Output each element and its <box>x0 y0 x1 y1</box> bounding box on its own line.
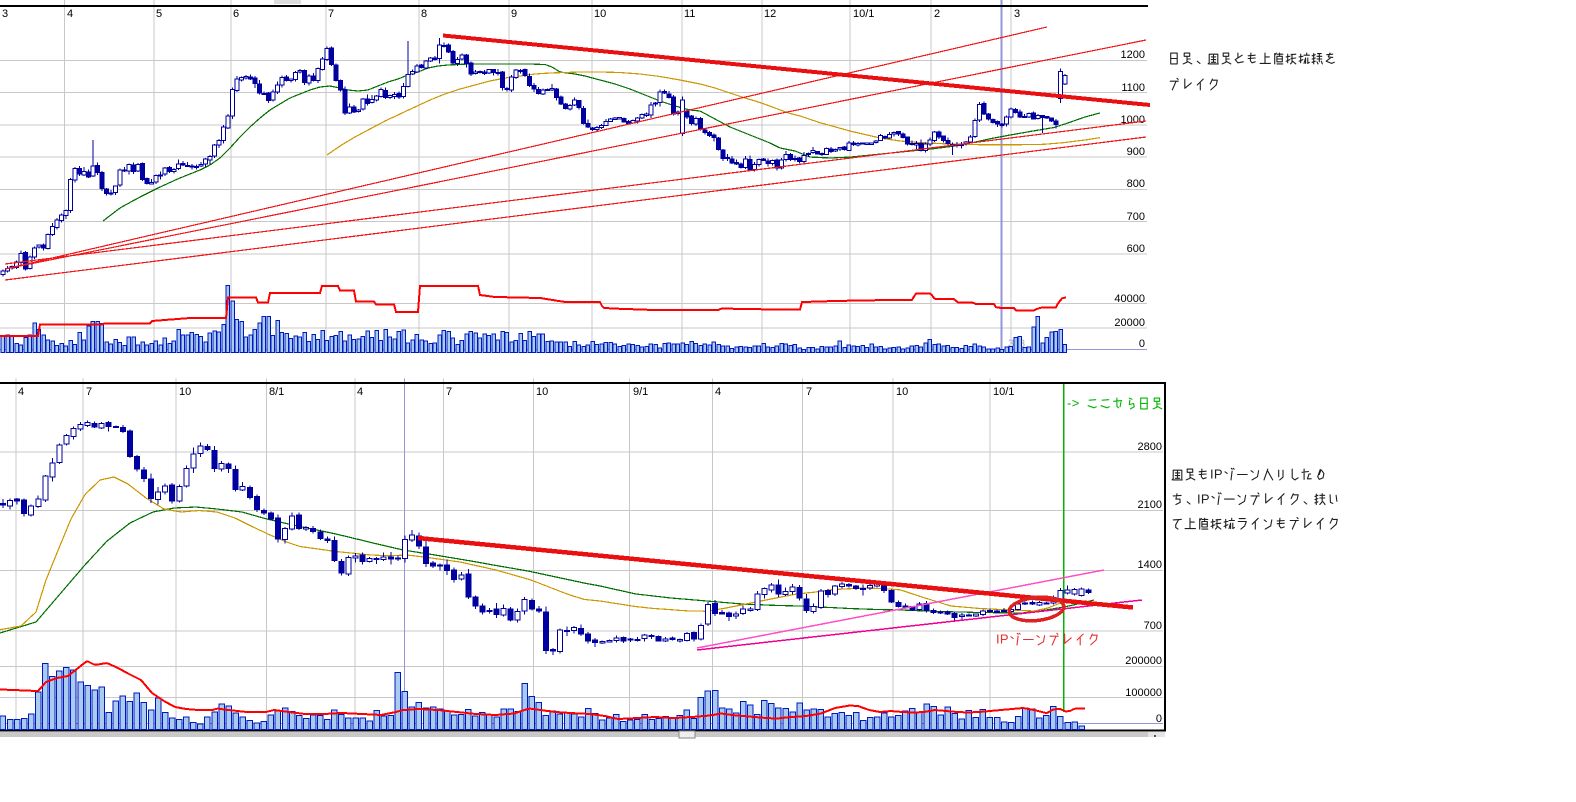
svg-text:2100: 2100 <box>1138 499 1162 511</box>
svg-text:700: 700 <box>1144 620 1162 632</box>
svg-text:40000: 40000 <box>1114 293 1145 305</box>
svg-text:4: 4 <box>715 386 721 398</box>
svg-text:4: 4 <box>67 8 73 20</box>
svg-text:10/1: 10/1 <box>853 8 874 20</box>
svg-text:10: 10 <box>536 386 548 398</box>
svg-text:P: P <box>1201 491 1210 506</box>
svg-text:10: 10 <box>179 386 191 398</box>
svg-text:20000: 20000 <box>1114 317 1145 329</box>
svg-text:I: I <box>1210 467 1214 482</box>
svg-text:7: 7 <box>328 8 334 20</box>
svg-text:8: 8 <box>421 8 427 20</box>
svg-text:100000: 100000 <box>1125 687 1162 699</box>
svg-text:600: 600 <box>1127 243 1145 255</box>
svg-text:I: I <box>1197 491 1201 506</box>
svg-text:3: 3 <box>1008 338 1014 350</box>
svg-text:4: 4 <box>18 386 24 398</box>
svg-text:1200: 1200 <box>1121 49 1145 61</box>
svg-text:1400: 1400 <box>1138 559 1162 571</box>
svg-text:-: - <box>1067 396 1071 411</box>
svg-text:3: 3 <box>1014 8 1020 20</box>
svg-text:2800: 2800 <box>1138 441 1162 453</box>
svg-text:900: 900 <box>1127 146 1145 158</box>
svg-text:7: 7 <box>806 386 812 398</box>
svg-text:9: 9 <box>511 8 517 20</box>
svg-text:0: 0 <box>1156 713 1162 725</box>
svg-text:700: 700 <box>1127 211 1145 223</box>
svg-text:10: 10 <box>896 386 908 398</box>
svg-text:12: 12 <box>764 8 776 20</box>
svg-text:800: 800 <box>1127 178 1145 190</box>
svg-text:4: 4 <box>357 386 363 398</box>
svg-text:11: 11 <box>684 8 695 20</box>
svg-text:10/1: 10/1 <box>993 386 1014 398</box>
svg-text:0: 0 <box>1139 338 1145 350</box>
svg-text:200000: 200000 <box>1125 655 1162 667</box>
svg-text:I: I <box>996 632 1000 647</box>
svg-text:6: 6 <box>233 8 239 20</box>
svg-text:9/1: 9/1 <box>633 386 648 398</box>
svg-text:>: > <box>1072 396 1080 411</box>
svg-text:7: 7 <box>446 386 452 398</box>
svg-text:10: 10 <box>594 8 606 20</box>
svg-text:5: 5 <box>156 8 162 20</box>
svg-text:P: P <box>1000 632 1009 647</box>
svg-text:3: 3 <box>2 8 8 20</box>
svg-text:8/1: 8/1 <box>269 386 284 398</box>
svg-text:7: 7 <box>86 386 92 398</box>
svg-text:2: 2 <box>934 8 940 20</box>
svg-text:P: P <box>1214 467 1223 482</box>
svg-text:1100: 1100 <box>1121 82 1145 94</box>
